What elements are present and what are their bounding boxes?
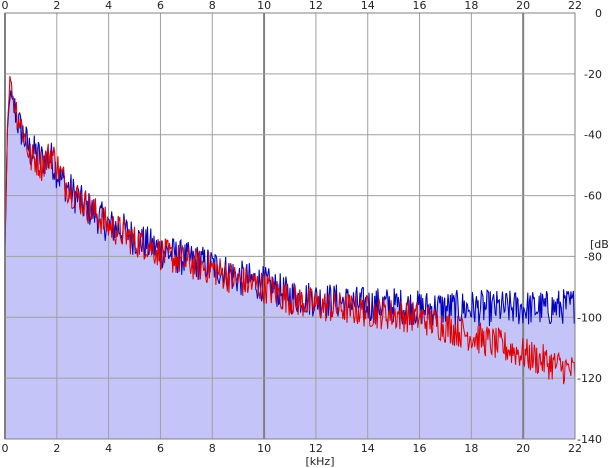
x-tick-label-top: 2 (53, 0, 60, 12)
y-tick-label: -80 (584, 250, 602, 263)
x-tick-label-bottom: 22 (568, 442, 582, 455)
y-axis-label: [dB] (590, 238, 610, 251)
x-tick-label-top: 14 (361, 0, 375, 12)
y-tick-label: -60 (584, 190, 602, 203)
y-tick-label: -40 (584, 129, 602, 142)
x-tick-label-bottom: 16 (413, 442, 427, 455)
x-tick-label-bottom: 14 (361, 442, 375, 455)
y-tick-label: -140 (577, 433, 602, 446)
x-tick-label-top: 8 (209, 0, 216, 12)
y-tick-labels: 0 -20 -40 -60 -80 -100 -120 -140 (577, 7, 602, 446)
x-tick-label-top: 10 (257, 0, 271, 12)
x-tick-label-top: 0 (2, 0, 9, 12)
x-tick-label-bottom: 0 (2, 442, 9, 455)
x-axis-label: [kHz] (306, 455, 335, 468)
x-tick-label-bottom: 12 (309, 442, 323, 455)
x-tick-label-bottom: 2 (53, 442, 60, 455)
x-tick-label-top: 6 (157, 0, 164, 12)
x-tick-label-bottom: 20 (516, 442, 530, 455)
x-tick-label-top: 16 (413, 0, 427, 12)
series-layer (4, 76, 576, 385)
x-tick-label-bottom: 18 (464, 442, 478, 455)
x-tick-label-bottom: 8 (209, 442, 216, 455)
y-tick-label: -20 (584, 68, 602, 81)
x-tick-label-top: 12 (309, 0, 323, 12)
x-tick-label-top: 20 (516, 0, 530, 12)
series-line-blue (4, 90, 576, 327)
x-tick-label-top: 18 (464, 0, 478, 12)
y-tick-label: -120 (577, 372, 602, 385)
x-tick-label-top: 4 (105, 0, 112, 12)
plot-frame (4, 12, 576, 440)
x-tick-label-bottom: 10 (257, 442, 271, 455)
x-tick-label-bottom: 4 (105, 442, 112, 455)
x-tick-label-bottom: 6 (157, 442, 164, 455)
y-tick-label: -100 (577, 311, 602, 324)
x-tick-label-top: 22 (568, 0, 582, 12)
series-line-red (4, 76, 576, 385)
y-tick-label: 0 (595, 7, 602, 20)
